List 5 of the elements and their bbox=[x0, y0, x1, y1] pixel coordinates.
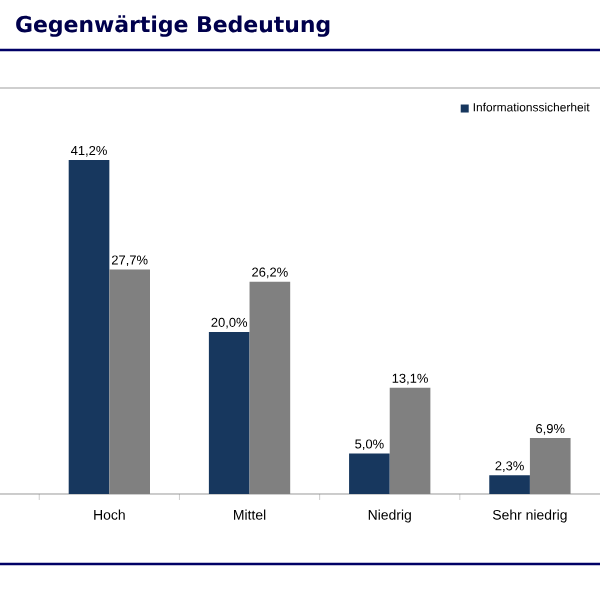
bar bbox=[349, 453, 390, 494]
chart-title: Gegenwärtige Bedeutung bbox=[16, 15, 330, 37]
bar bbox=[208, 331, 250, 494]
bar bbox=[489, 475, 530, 494]
bar bbox=[68, 160, 110, 494]
